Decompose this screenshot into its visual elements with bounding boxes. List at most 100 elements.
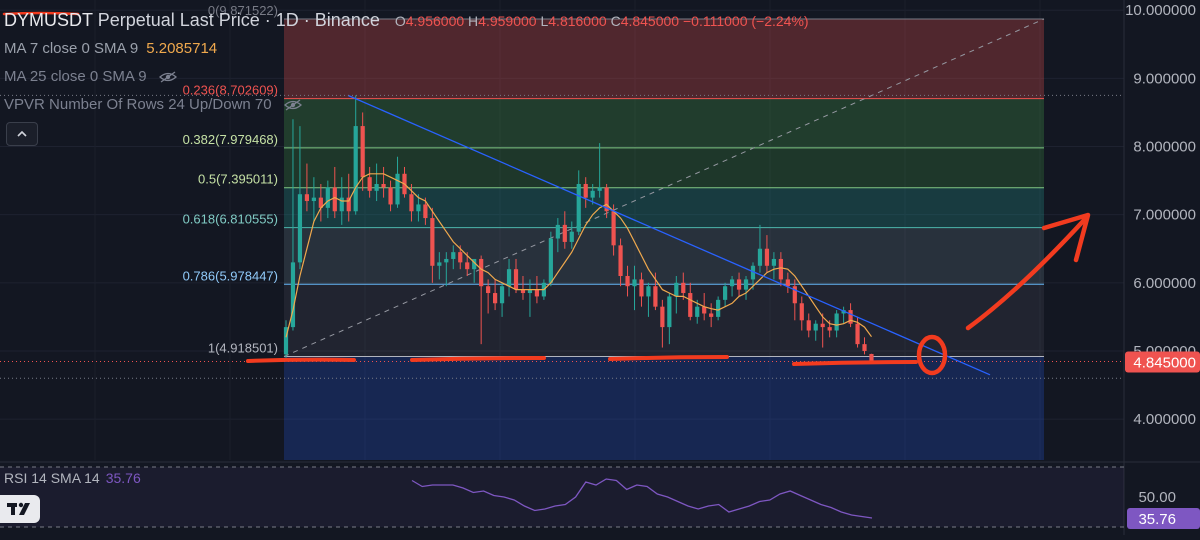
candle xyxy=(681,272,686,300)
candle xyxy=(750,262,756,290)
candle-body xyxy=(597,187,602,191)
rsi-value-tag xyxy=(1127,508,1200,529)
hidden-eye-icon[interactable] xyxy=(283,99,302,111)
candle xyxy=(479,255,484,345)
candle xyxy=(611,204,616,256)
rsi-line xyxy=(411,478,873,519)
candle xyxy=(569,221,574,249)
candle xyxy=(423,197,428,225)
tradingview-logo[interactable] xyxy=(0,495,40,523)
candle-body xyxy=(583,184,588,198)
candle xyxy=(785,272,790,294)
candle-body xyxy=(332,187,337,212)
upward-arrow-annotation xyxy=(965,215,1089,331)
candle xyxy=(743,276,749,300)
candle-body xyxy=(451,252,456,259)
fib-level-label: 0.236(8.702609) xyxy=(183,83,278,98)
candle-body xyxy=(290,262,296,328)
ohlc-low-key: L xyxy=(540,13,549,29)
candle xyxy=(562,211,567,249)
collapse-legend-button[interactable] xyxy=(6,122,38,146)
candle-body xyxy=(416,204,421,212)
arrow-head-annotation xyxy=(1041,212,1091,263)
candle xyxy=(506,258,512,297)
fib-zone xyxy=(284,18,1044,99)
candle-body xyxy=(311,197,316,202)
price-axis-tick-label: 8.000000 xyxy=(1133,139,1196,156)
descending-trendline xyxy=(347,94,991,376)
candle-body xyxy=(499,286,505,304)
candle xyxy=(688,282,693,321)
hidden-eye-icon[interactable] xyxy=(158,71,177,83)
candle-body xyxy=(681,282,686,294)
symbol-name[interactable]: DYMUSDT xyxy=(4,10,93,30)
support-annotation-line xyxy=(608,355,729,361)
candle xyxy=(723,282,728,307)
candle-body xyxy=(381,184,386,188)
fib-level-label: 0.786(5.978447) xyxy=(183,268,278,283)
rsi-band xyxy=(0,467,1124,527)
candle xyxy=(674,276,679,314)
ohlc-low-value: 4.816000 xyxy=(548,13,607,29)
candle-body xyxy=(353,126,358,212)
candle-body xyxy=(632,279,637,287)
vpvr-indicator-legend[interactable]: VPVR Number Of Rows 24 Up/Down 70 xyxy=(4,96,302,113)
candle xyxy=(862,337,867,355)
candle-body xyxy=(479,258,484,287)
candle xyxy=(437,252,442,280)
candle-body xyxy=(806,320,811,331)
candle-body xyxy=(729,279,735,287)
candle-body xyxy=(444,258,449,263)
candle xyxy=(527,279,533,317)
candle-body xyxy=(799,303,804,321)
candle xyxy=(430,207,435,283)
symbol-underline-annotation xyxy=(2,11,80,16)
candle-body xyxy=(562,224,567,242)
current-price-tag-label: 4.845000 xyxy=(1133,355,1196,372)
rsi-label: RSI 14 SMA 14 xyxy=(4,470,100,486)
candle xyxy=(374,163,379,202)
candle-body xyxy=(604,187,609,212)
vpvr-label: VPVR Number Of Rows 24 Up/Down 70 xyxy=(4,96,272,113)
candle-body xyxy=(325,187,330,208)
candle-body xyxy=(813,323,818,331)
candle-body xyxy=(409,194,414,212)
candle-body xyxy=(660,306,665,328)
fib-level-label: 1(4.918501) xyxy=(208,341,278,356)
symbol-header[interactable]: DYMUSDT Perpetual Last Price · 1D · Bina… xyxy=(4,10,809,31)
ma7-indicator-legend[interactable]: MA 7 close 0 SMA 9 5.2085714 xyxy=(4,40,217,57)
candle xyxy=(729,276,735,297)
price-axis-tick-label: 4.000000 xyxy=(1133,411,1196,428)
ohlc-high-value: 4.959000 xyxy=(478,13,537,29)
price-axis-tick-label: 7.000000 xyxy=(1133,207,1196,224)
candle xyxy=(548,231,553,287)
candle xyxy=(632,265,637,311)
candle-body xyxy=(548,238,553,283)
candle xyxy=(311,177,316,222)
candle xyxy=(716,296,721,321)
candle xyxy=(555,218,560,253)
ohlc-close-value: 4.845000 xyxy=(620,13,680,29)
candle-body xyxy=(472,258,477,270)
candle-body xyxy=(625,276,630,287)
candle-body xyxy=(618,245,623,276)
rsi-legend-value: 35.76 xyxy=(105,470,141,486)
candle-body xyxy=(785,279,790,287)
ohlc-open-key: O xyxy=(394,13,406,29)
rsi-indicator-legend[interactable]: RSI 14 SMA 14 35.76 xyxy=(4,470,141,486)
candle-body xyxy=(423,204,428,219)
candle xyxy=(736,272,742,297)
candle xyxy=(590,184,595,205)
candle-body xyxy=(283,327,289,355)
candle xyxy=(813,320,818,341)
candle xyxy=(346,173,351,222)
ma25-indicator-legend[interactable]: MA 25 close 0 SMA 9 xyxy=(4,68,177,85)
candle-body xyxy=(611,211,616,246)
candle xyxy=(388,180,393,212)
candle-body xyxy=(297,194,303,263)
candle xyxy=(597,143,602,198)
candle-body xyxy=(716,299,721,317)
candle xyxy=(709,303,714,328)
